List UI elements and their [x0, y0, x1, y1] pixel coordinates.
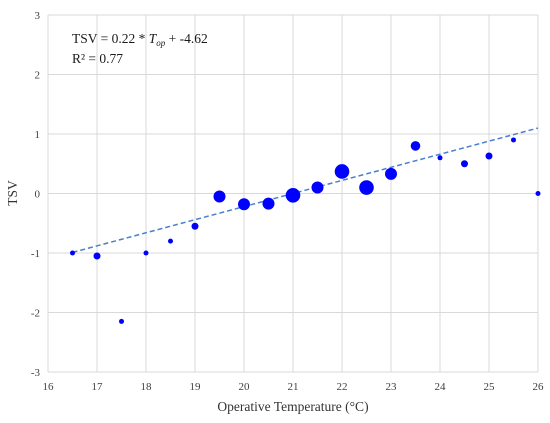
y-tick-labels: -3 -2 -1 0 1 2 3: [31, 10, 41, 379]
x-tick-label: 19: [190, 381, 202, 393]
data-point: [70, 250, 75, 256]
grid-lines: [47, 14, 539, 373]
x-tick-label: 23: [386, 381, 398, 393]
equation-prefix: TSV = 0.22 *: [72, 31, 149, 46]
x-tick-label: 21: [288, 381, 299, 393]
data-point: [535, 191, 541, 196]
data-point: [191, 222, 199, 230]
data-point: [359, 180, 374, 195]
y-tick-label: 2: [35, 70, 41, 82]
equation-subscript: op: [156, 38, 166, 48]
data-point: [168, 238, 173, 244]
data-point: [238, 198, 250, 211]
y-axis-label: TSV: [5, 180, 20, 206]
trendline: [72, 127, 539, 254]
x-axis-label: Operative Temperature (°C): [217, 399, 368, 414]
data-points: [70, 137, 541, 324]
regression-equation: TSV = 0.22 * Top + -4.62: [72, 31, 208, 48]
data-point: [213, 190, 226, 203]
trendline-group: [72, 127, 539, 254]
x-tick-label: 24: [435, 381, 447, 393]
data-point: [511, 137, 516, 143]
y-tick-label: 1: [35, 129, 41, 141]
data-point: [93, 252, 101, 260]
y-tick-label: 3: [35, 10, 41, 22]
x-tick-label: 18: [141, 381, 153, 393]
data-point: [410, 141, 421, 151]
data-point: [262, 197, 275, 210]
data-point: [485, 152, 493, 160]
y-tick-label: -1: [31, 248, 40, 260]
x-tick-label: 17: [92, 381, 104, 393]
x-tick-label: 22: [337, 381, 348, 393]
data-point: [311, 181, 324, 194]
x-tick-labels: 16 17 18 19 20 21 22 23 24 25 26: [43, 381, 545, 393]
x-tick-label: 16: [43, 381, 55, 393]
data-point: [119, 318, 124, 324]
x-tick-label: 20: [239, 381, 251, 393]
data-point: [143, 250, 149, 256]
y-tick-label: 0: [35, 189, 41, 201]
equation-suffix: + -4.62: [165, 31, 207, 46]
y-tick-label: -3: [31, 367, 41, 379]
r-squared-label: R² = 0.77: [72, 51, 123, 66]
x-tick-label: 25: [484, 381, 496, 393]
equation-variable: T: [149, 31, 158, 46]
data-point: [437, 155, 443, 161]
y-tick-label: -2: [31, 308, 40, 320]
data-point: [385, 167, 397, 180]
data-point: [285, 187, 301, 203]
data-point: [461, 160, 468, 168]
x-tick-label: 26: [533, 381, 545, 393]
data-point: [334, 164, 350, 179]
